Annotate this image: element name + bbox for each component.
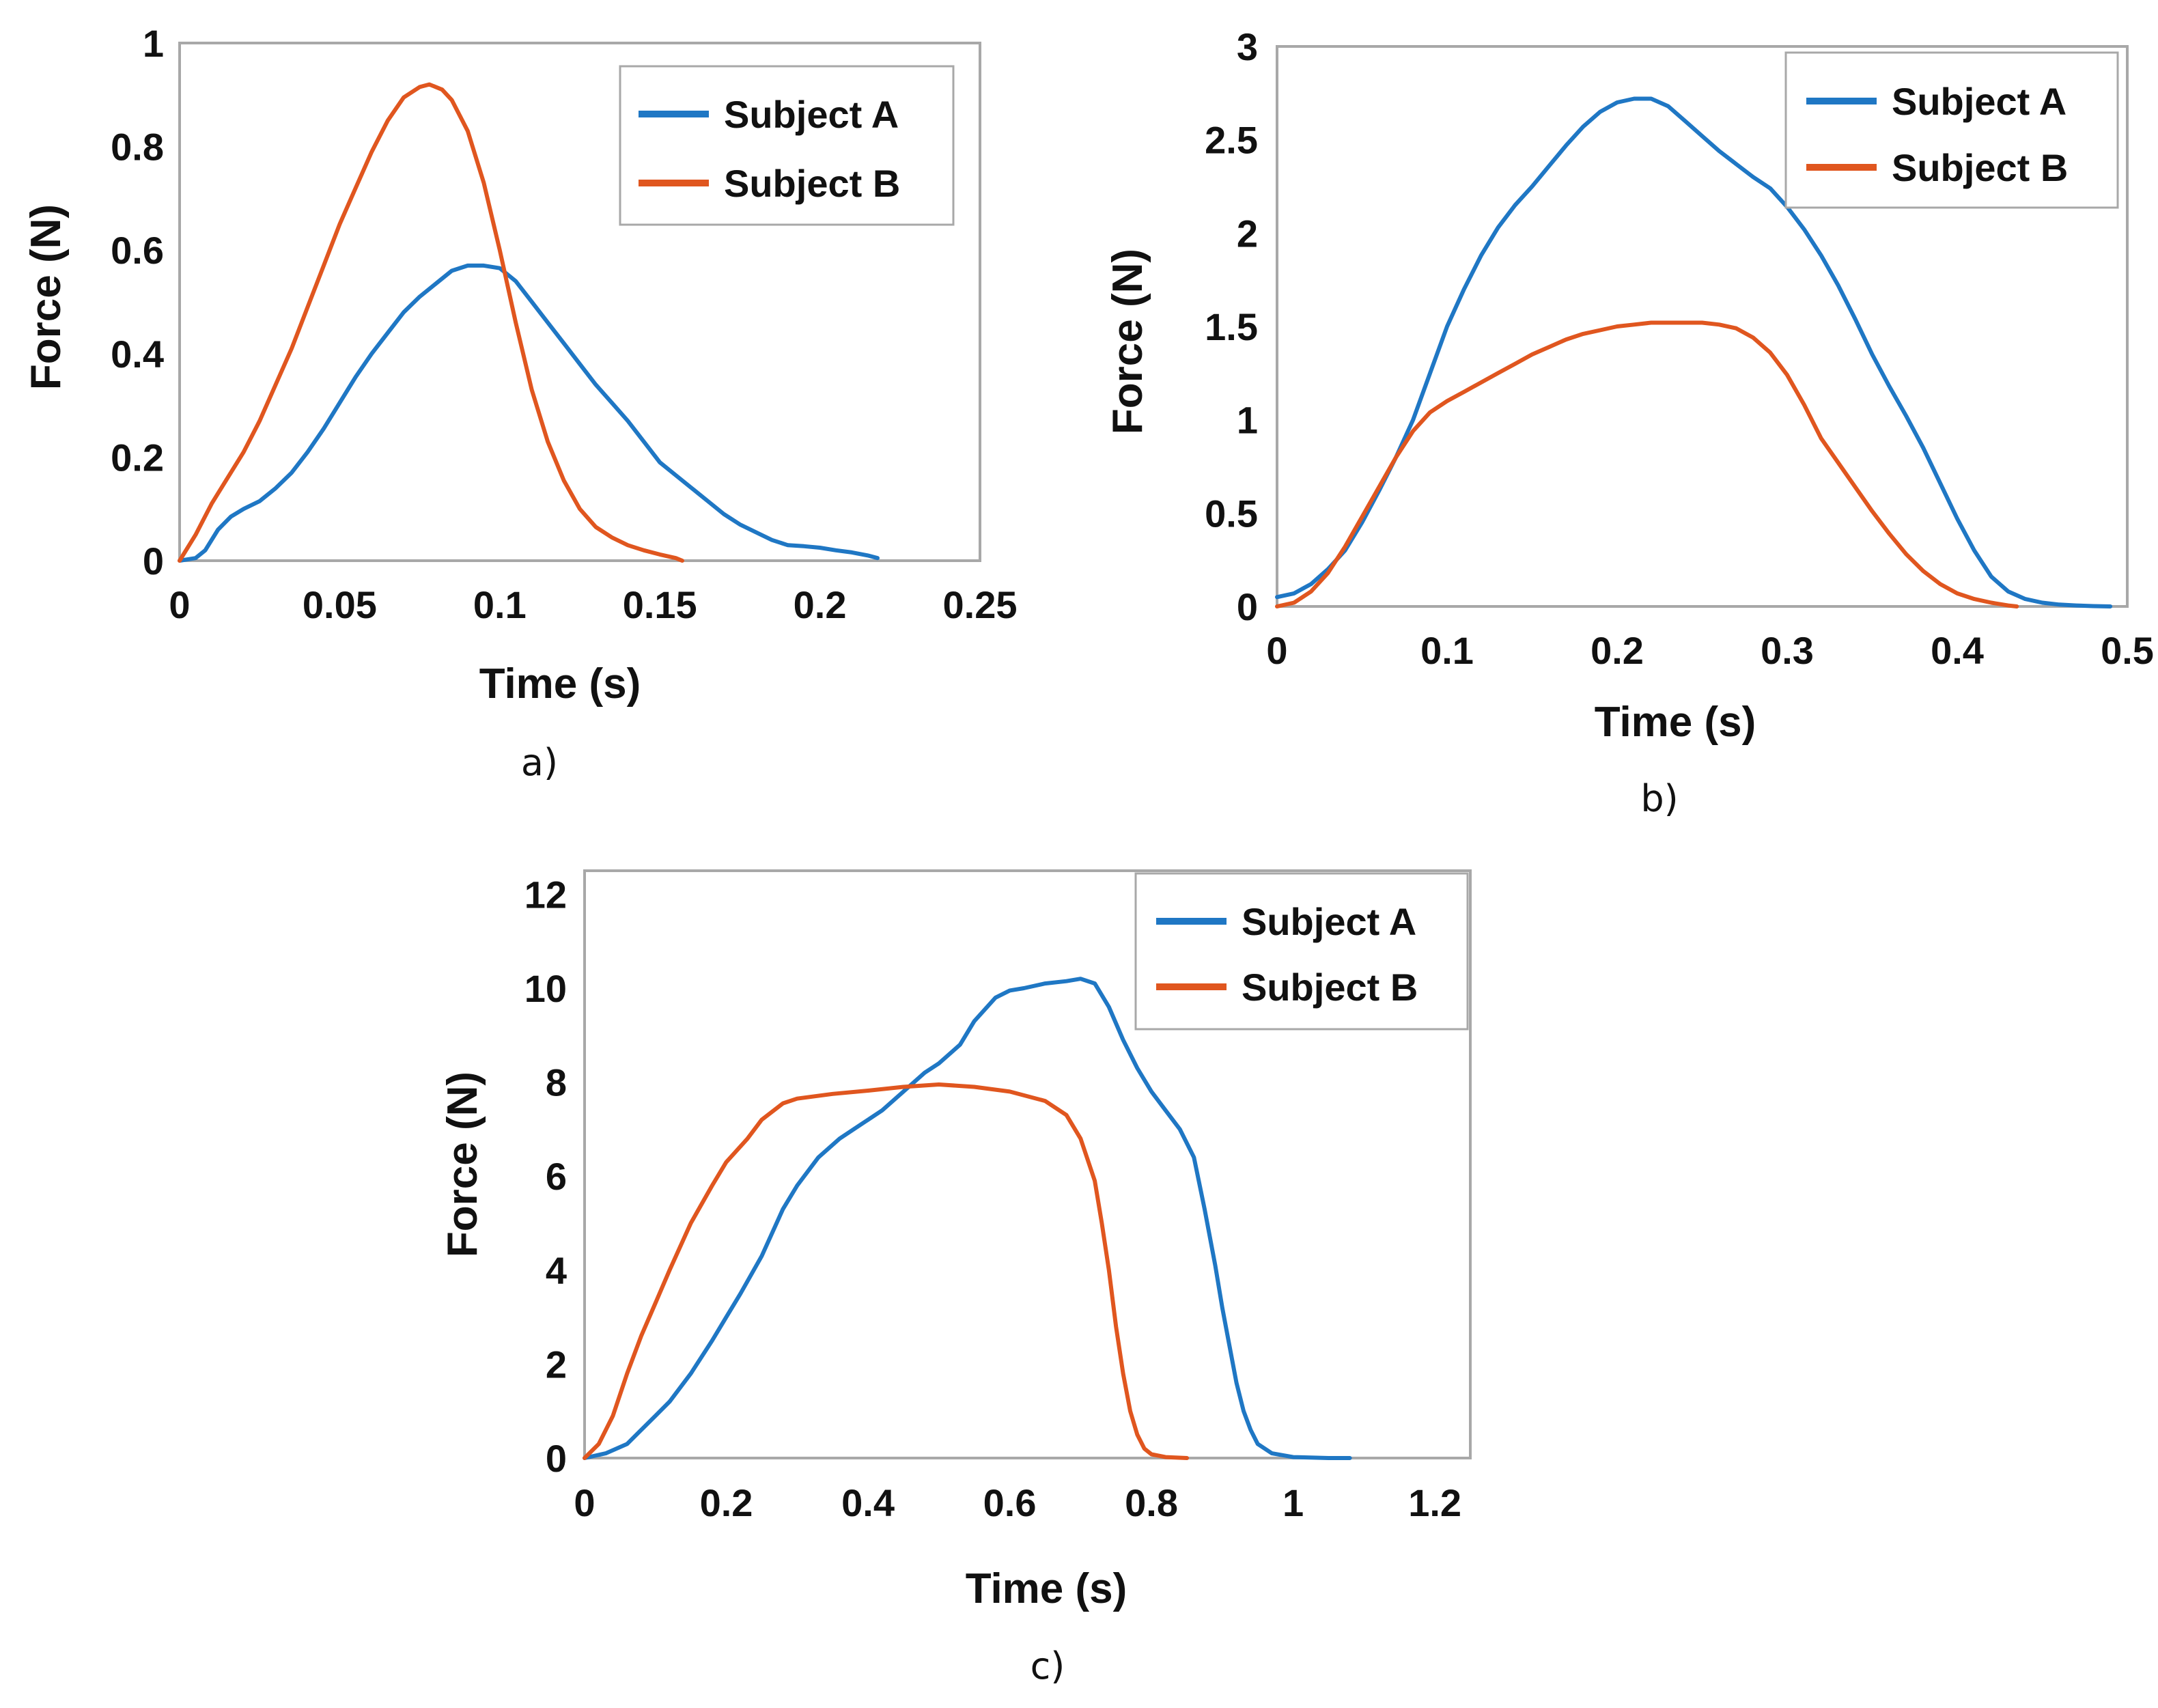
y-tick-label-b: 3 [1237,25,1258,68]
x-tick-label-a: 0.25 [943,583,1018,626]
legend-c: Subject A Subject B [1134,872,1469,1031]
plot-frame-c [583,869,1472,1459]
legend-box-b [1784,51,2119,209]
caption-b: b) [1640,777,1678,820]
x-tick-label-c: 0.2 [700,1481,753,1524]
series-line-c-subject-a [583,977,1352,1460]
x-tick-label-c: 0.8 [1125,1481,1178,1524]
y-tick-label-a: 0.2 [111,436,164,479]
x-tick-label-b: 0.1 [1420,629,1474,672]
legend-label-c-subject-a: Subject A [1242,900,1416,943]
x-axis-label-b: Time (s) [1595,699,1756,746]
x-tick-label-a: 0.2 [794,583,847,626]
y-tick-label-a: 1 [143,22,164,65]
x-ticks-a: 0 0.05 0.1 0.15 0.2 0.25 [169,583,1017,626]
y-tick-label-a: 0.6 [111,229,164,272]
x-tick-label-b: 0.2 [1591,629,1644,672]
legend-box-c [1134,872,1469,1031]
y-tick-label-b: 1.5 [1205,305,1258,348]
x-tick-label-a: 0.05 [303,583,377,626]
y-tick-label-c: 6 [546,1155,567,1198]
y-ticks-a: 0 0.2 0.4 0.6 0.8 1 [111,22,164,583]
y-tick-label-a: 0.8 [111,126,164,169]
y-axis-label-a: Force (N) [23,204,70,390]
x-tick-label-c: 0 [574,1481,595,1524]
legend-label-c-subject-b: Subject B [1242,966,1418,1009]
panel-b: 0 0.1 0.2 0.3 0.4 0.5 0 0.5 1 1.5 2 2.5 3 Subject A… [1104,25,2154,820]
y-ticks-c: 0 2 4 6 8 10 12 [524,873,567,1480]
x-tick-label-b: 0.5 [2101,629,2154,672]
series-line-a-subject-a [178,263,880,563]
x-tick-label-a: 0.15 [623,583,697,626]
y-axis-label-b: Force (N) [1104,249,1151,434]
series-line-c-subject-b [583,1082,1189,1460]
x-tick-label-c: 0.6 [983,1481,1037,1524]
x-tick-label-b: 0.4 [1931,629,1984,672]
x-ticks-c: 0 0.2 0.4 0.6 0.8 1 1.2 [574,1481,1461,1524]
legend-label-a-subject-b: Subject B [724,162,900,205]
legend-label-b-subject-b: Subject B [1892,146,2068,189]
series-line-b-subject-a [1275,96,2113,608]
x-tick-label-a: 0.1 [473,583,527,626]
y-tick-label-b: 1 [1237,399,1258,442]
legend-box-a [619,65,955,226]
series-line-a-subject-b [178,82,684,563]
legend-a: Subject A Subject B [619,65,955,226]
y-tick-label-b: 2 [1237,212,1258,255]
x-axis-label-c: Time (s) [966,1565,1127,1612]
series-group-b [1275,96,2113,608]
y-tick-label-b: 0 [1237,585,1258,628]
y-tick-label-b: 2.5 [1205,119,1258,162]
y-axis-label-c: Force (N) [439,1072,486,1257]
y-tick-label-c: 12 [524,873,567,916]
panel-c: 0 0.2 0.4 0.6 0.8 1 1.2 0 2 4 6 8 10 12 Subject A Su… [439,869,1472,1688]
plot-frame-a [178,42,981,562]
plot-frame-b [1276,45,2129,608]
x-tick-label-b: 0.3 [1761,629,1814,672]
x-tick-label-c: 0.4 [841,1481,895,1524]
y-tick-label-c: 2 [546,1343,567,1386]
y-tick-label-c: 8 [546,1061,567,1104]
x-tick-label-c: 1 [1283,1481,1304,1524]
series-group-a [178,82,880,563]
legend-label-a-subject-a: Subject A [724,93,899,136]
x-ticks-b: 0 0.1 0.2 0.3 0.4 0.5 [1266,629,2154,672]
caption-a: a) [521,741,558,784]
series-line-b-subject-b [1275,320,2019,608]
y-tick-label-c: 4 [546,1249,567,1292]
x-tick-label-b: 0 [1266,629,1287,672]
x-tick-label-a: 0 [169,583,190,626]
series-group-c [583,977,1352,1460]
y-tick-label-c: 0 [546,1437,567,1480]
y-tick-label-a: 0 [143,540,164,583]
x-tick-label-c: 1.2 [1408,1481,1461,1524]
caption-c: c) [1031,1644,1065,1688]
y-ticks-b: 0 0.5 1 1.5 2 2.5 3 [1205,25,1258,628]
x-axis-label-a: Time (s) [479,660,641,708]
y-tick-label-a: 0.4 [111,333,164,376]
legend-label-b-subject-a: Subject A [1892,80,2066,123]
panel-a: 0 0.05 0.1 0.15 0.2 0.25 0 0.2 0.4 0.6 0.8 1 Subje… [23,22,1018,784]
legend-b: Subject A Subject B [1784,51,2119,209]
y-tick-label-c: 10 [524,967,567,1010]
y-tick-label-b: 0.5 [1205,492,1258,535]
